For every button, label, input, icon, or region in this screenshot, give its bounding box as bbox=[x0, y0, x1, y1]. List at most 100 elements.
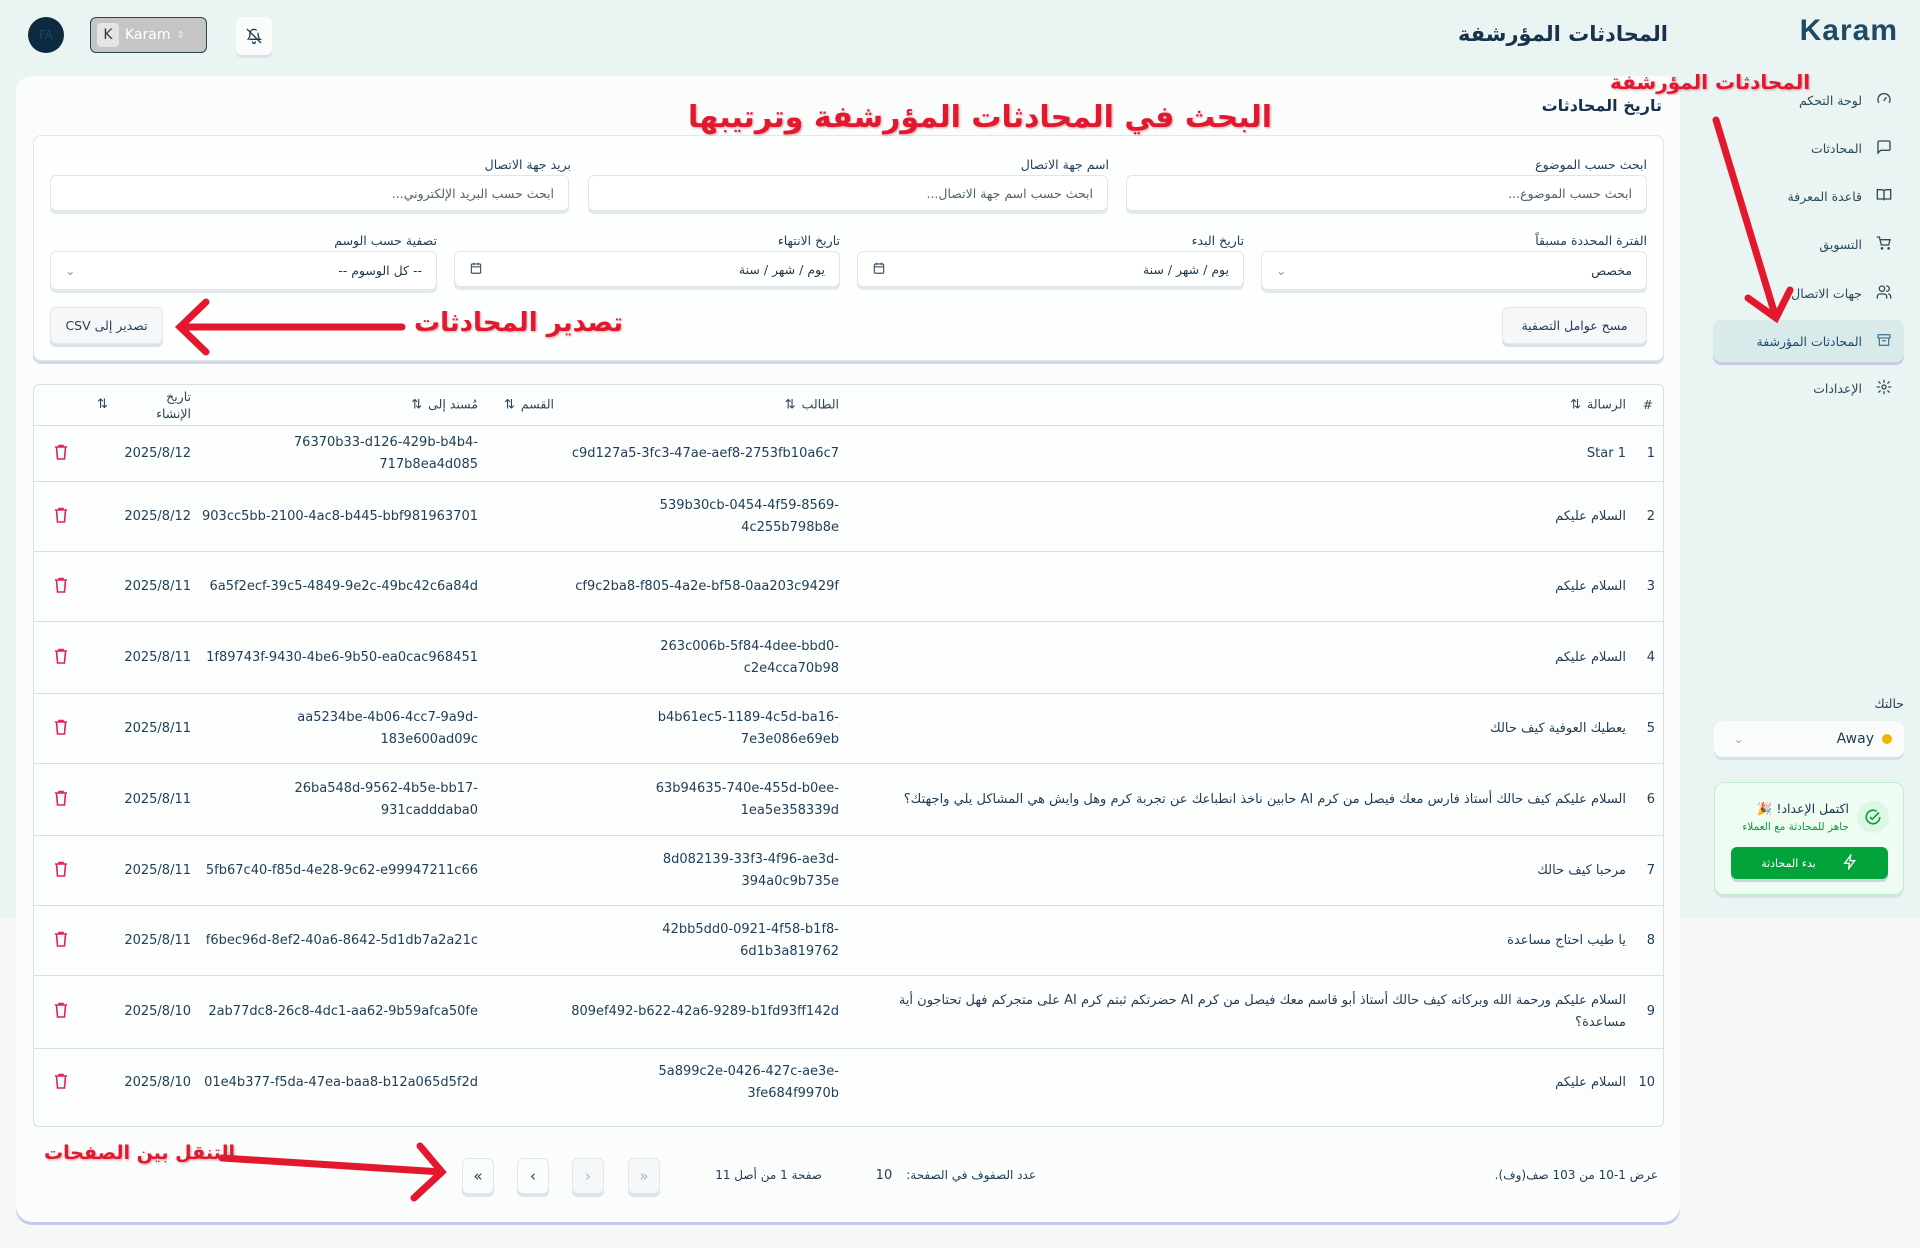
row-index: 8 bbox=[1646, 932, 1655, 948]
chevron-down-icon: ⌄ bbox=[1276, 263, 1287, 278]
chevron-down-icon: ⌄ bbox=[65, 263, 76, 278]
table-row[interactable]: 2 السلام عليكم 539b30cb-0454-4f59-8569-4c2… bbox=[34, 482, 1663, 552]
sidebar-item-0[interactable]: لوحة التحكم bbox=[1713, 79, 1904, 121]
row-created: 2025/8/11 bbox=[124, 649, 191, 665]
column-created[interactable]: تاريخ الإنشاء bbox=[156, 389, 191, 421]
page-info: صفحة 1 من أصل 11 bbox=[715, 1168, 822, 1182]
status-select[interactable]: Away ⌄ bbox=[1714, 721, 1904, 757]
setup-complete-card: اكتمل الإعداد! 🎉 جاهز للمحادثة مع العملا… bbox=[1714, 782, 1904, 895]
table-row[interactable]: 10 السلام عليكم 5a899c2e-0426-427c-ae3e-3f… bbox=[34, 1049, 1663, 1117]
row-created: 2025/8/11 bbox=[124, 932, 191, 948]
book-open-icon bbox=[1876, 187, 1892, 206]
row-requester: c9d127a5-3fc3-47ae-aef8-2753fb10a6c7 bbox=[571, 445, 839, 461]
rows-per-page-value: 10 bbox=[875, 1168, 893, 1183]
trash-icon[interactable] bbox=[54, 719, 68, 739]
zap-icon bbox=[1842, 852, 1858, 873]
sidebar-item-label: المحادثات bbox=[1810, 140, 1862, 156]
row-created: 2025/8/11 bbox=[124, 862, 191, 878]
clear-filters-button[interactable]: مسح عوامل التصفية bbox=[1502, 307, 1647, 344]
users-icon bbox=[1876, 284, 1892, 303]
row-assigned: aa5234be-4b06-4cc7-9a9d-183e600ad09c bbox=[297, 709, 478, 747]
row-assigned: 903cc5bb-2100-4ac8-b445-bbf981963701 bbox=[202, 508, 478, 524]
gauge-icon bbox=[1876, 91, 1892, 110]
card-title: تاريخ المحادثات bbox=[1541, 96, 1662, 115]
start-date-input[interactable]: يوم / شهر / سنة bbox=[857, 251, 1244, 287]
sidebar-item-5[interactable]: المحادثات المؤرشفة bbox=[1713, 320, 1904, 362]
preset-select[interactable]: مخصص ⌄ bbox=[1261, 251, 1647, 290]
start-date-label: تاريخ البدء bbox=[1191, 233, 1244, 248]
start-date-value: يوم / شهر / سنة bbox=[1142, 261, 1229, 277]
column-department[interactable]: القسم⇅ bbox=[504, 396, 554, 413]
filters-panel bbox=[33, 135, 1664, 361]
row-assigned: 2ab77dc8-26c8-4dc1-aa62-9b59afca50fe bbox=[208, 1004, 478, 1019]
calendar-icon[interactable] bbox=[469, 261, 483, 278]
column-requester[interactable]: الطالب⇅ bbox=[784, 396, 839, 413]
first-page-button[interactable]: » bbox=[628, 1158, 660, 1194]
column-assigned[interactable]: مُسند إلى⇅ bbox=[411, 396, 478, 413]
trash-icon[interactable] bbox=[54, 507, 68, 527]
row-created: 2025/8/10 bbox=[124, 1075, 191, 1090]
account-switcher[interactable]: K Karam ⇕ bbox=[90, 17, 207, 53]
table-row[interactable]: 3 السلام عليكم cf9c2ba8-f805-4a2e-bf58-0aa… bbox=[34, 552, 1663, 622]
last-page-button[interactable]: « bbox=[462, 1158, 494, 1194]
row-requester: 539b30cb-0454-4f59-8569-4c255b798b8e bbox=[659, 497, 839, 535]
tag-filter-select[interactable]: -- كل الوسوم -- ⌄ bbox=[50, 251, 437, 290]
account-name: Karam bbox=[125, 27, 171, 43]
table-row[interactable]: 1 Star 1 c9d127a5-3fc3-47ae-aef8-2753fb10a… bbox=[34, 426, 1663, 482]
start-chat-label: بدء المحادثة bbox=[1761, 856, 1816, 870]
trash-icon[interactable] bbox=[54, 1073, 68, 1093]
sidebar-item-1[interactable]: المحادثات bbox=[1713, 127, 1904, 169]
user-avatar[interactable]: FA bbox=[28, 17, 64, 53]
table-row[interactable]: 8 يا طيب احتاج مساعدة 42bb5dd0-0921-4f58-b… bbox=[34, 906, 1663, 976]
conversations-table: # الرسالة⇅ الطالب⇅ القسم⇅ مُسند إلى⇅ تار… bbox=[33, 384, 1664, 1127]
trash-icon[interactable] bbox=[54, 648, 68, 668]
sidebar-item-label: لوحة التحكم bbox=[1798, 92, 1862, 108]
contact-name-search-input[interactable] bbox=[588, 175, 1108, 211]
previous-page-button[interactable]: › bbox=[572, 1158, 604, 1194]
rows-per-page-label: عدد الصفوف في الصفحة: bbox=[906, 1168, 1036, 1182]
setup-title: اكتمل الإعداد! 🎉 bbox=[1756, 801, 1849, 816]
contact-email-search-input[interactable] bbox=[50, 175, 569, 211]
column-message[interactable]: الرسالة⇅ bbox=[1570, 396, 1626, 413]
trash-icon[interactable] bbox=[54, 577, 68, 597]
tag-filter-label: تصفية حسب الوسم bbox=[334, 233, 437, 248]
trash-icon[interactable] bbox=[54, 931, 68, 951]
export-csv-button[interactable]: تصدير إلى CSV bbox=[50, 307, 163, 344]
sidebar-item-2[interactable]: قاعدة المعرفة bbox=[1713, 175, 1904, 217]
row-assigned: 26ba548d-9562-4b5e-bb17-931cadddaba0 bbox=[294, 780, 478, 818]
preset-label: الفترة المحددة مسبقاً bbox=[1535, 233, 1647, 248]
column-index: # bbox=[1642, 397, 1653, 412]
subject-label: ابحث حسب الموضوع bbox=[1535, 157, 1647, 172]
end-date-input[interactable]: يوم / شهر / سنة bbox=[454, 251, 840, 287]
subject-search-input[interactable] bbox=[1126, 175, 1647, 211]
account-initial: K bbox=[97, 23, 119, 47]
start-chat-button[interactable]: بدء المحادثة bbox=[1731, 847, 1888, 879]
sidebar-item-label: التسويق bbox=[1819, 236, 1862, 252]
trash-icon[interactable] bbox=[54, 861, 68, 881]
trash-icon[interactable] bbox=[54, 1002, 68, 1022]
sort-icon: ⇅ bbox=[784, 397, 796, 413]
rows-per-page[interactable]: عدد الصفوف في الصفحة: 10 bbox=[876, 1168, 1036, 1183]
sort-icon[interactable]: ⇅ bbox=[97, 397, 108, 412]
chevrons-left-icon: « bbox=[473, 1167, 483, 1185]
row-index: 3 bbox=[1646, 578, 1655, 594]
archive-icon bbox=[1876, 332, 1892, 351]
sidebar-item-4[interactable]: جهات الاتصال bbox=[1713, 272, 1904, 314]
table-header: # الرسالة⇅ الطالب⇅ القسم⇅ مُسند إلى⇅ تار… bbox=[34, 385, 1663, 426]
calendar-icon[interactable] bbox=[872, 261, 886, 278]
row-index: 4 bbox=[1646, 649, 1655, 665]
sidebar-item-6[interactable]: الإعدادات bbox=[1713, 367, 1904, 409]
table-row[interactable]: 5 يعطيك العوفية كيف حالك b4b61ec5-1189-4c5… bbox=[34, 694, 1663, 764]
table-row[interactable]: 4 السلام عليكم 263c006b-5f84-4dee-bbd0-c2e… bbox=[34, 622, 1663, 694]
notifications-button[interactable] bbox=[236, 17, 272, 55]
annotation-export: تصدير المحادثات bbox=[414, 308, 623, 338]
trash-icon[interactable] bbox=[54, 444, 68, 464]
karam-logo[interactable]: Karam bbox=[1799, 14, 1898, 47]
table-row[interactable]: 9 السلام عليكم ورحمة الله وبركاته كيف حال… bbox=[34, 976, 1663, 1049]
next-page-button[interactable]: ‹ bbox=[517, 1158, 549, 1194]
sidebar-item-3[interactable]: التسويق bbox=[1713, 223, 1904, 265]
table-row[interactable]: 7 مرحبا كيف حالك 8d082139-33f3-4f96-ae3d-3… bbox=[34, 836, 1663, 906]
table-row[interactable]: 6 السلام عليكم كيف حالك أستاذ فارس معك في… bbox=[34, 764, 1663, 836]
trash-icon[interactable] bbox=[54, 790, 68, 810]
row-created: 2025/8/11 bbox=[124, 578, 191, 594]
